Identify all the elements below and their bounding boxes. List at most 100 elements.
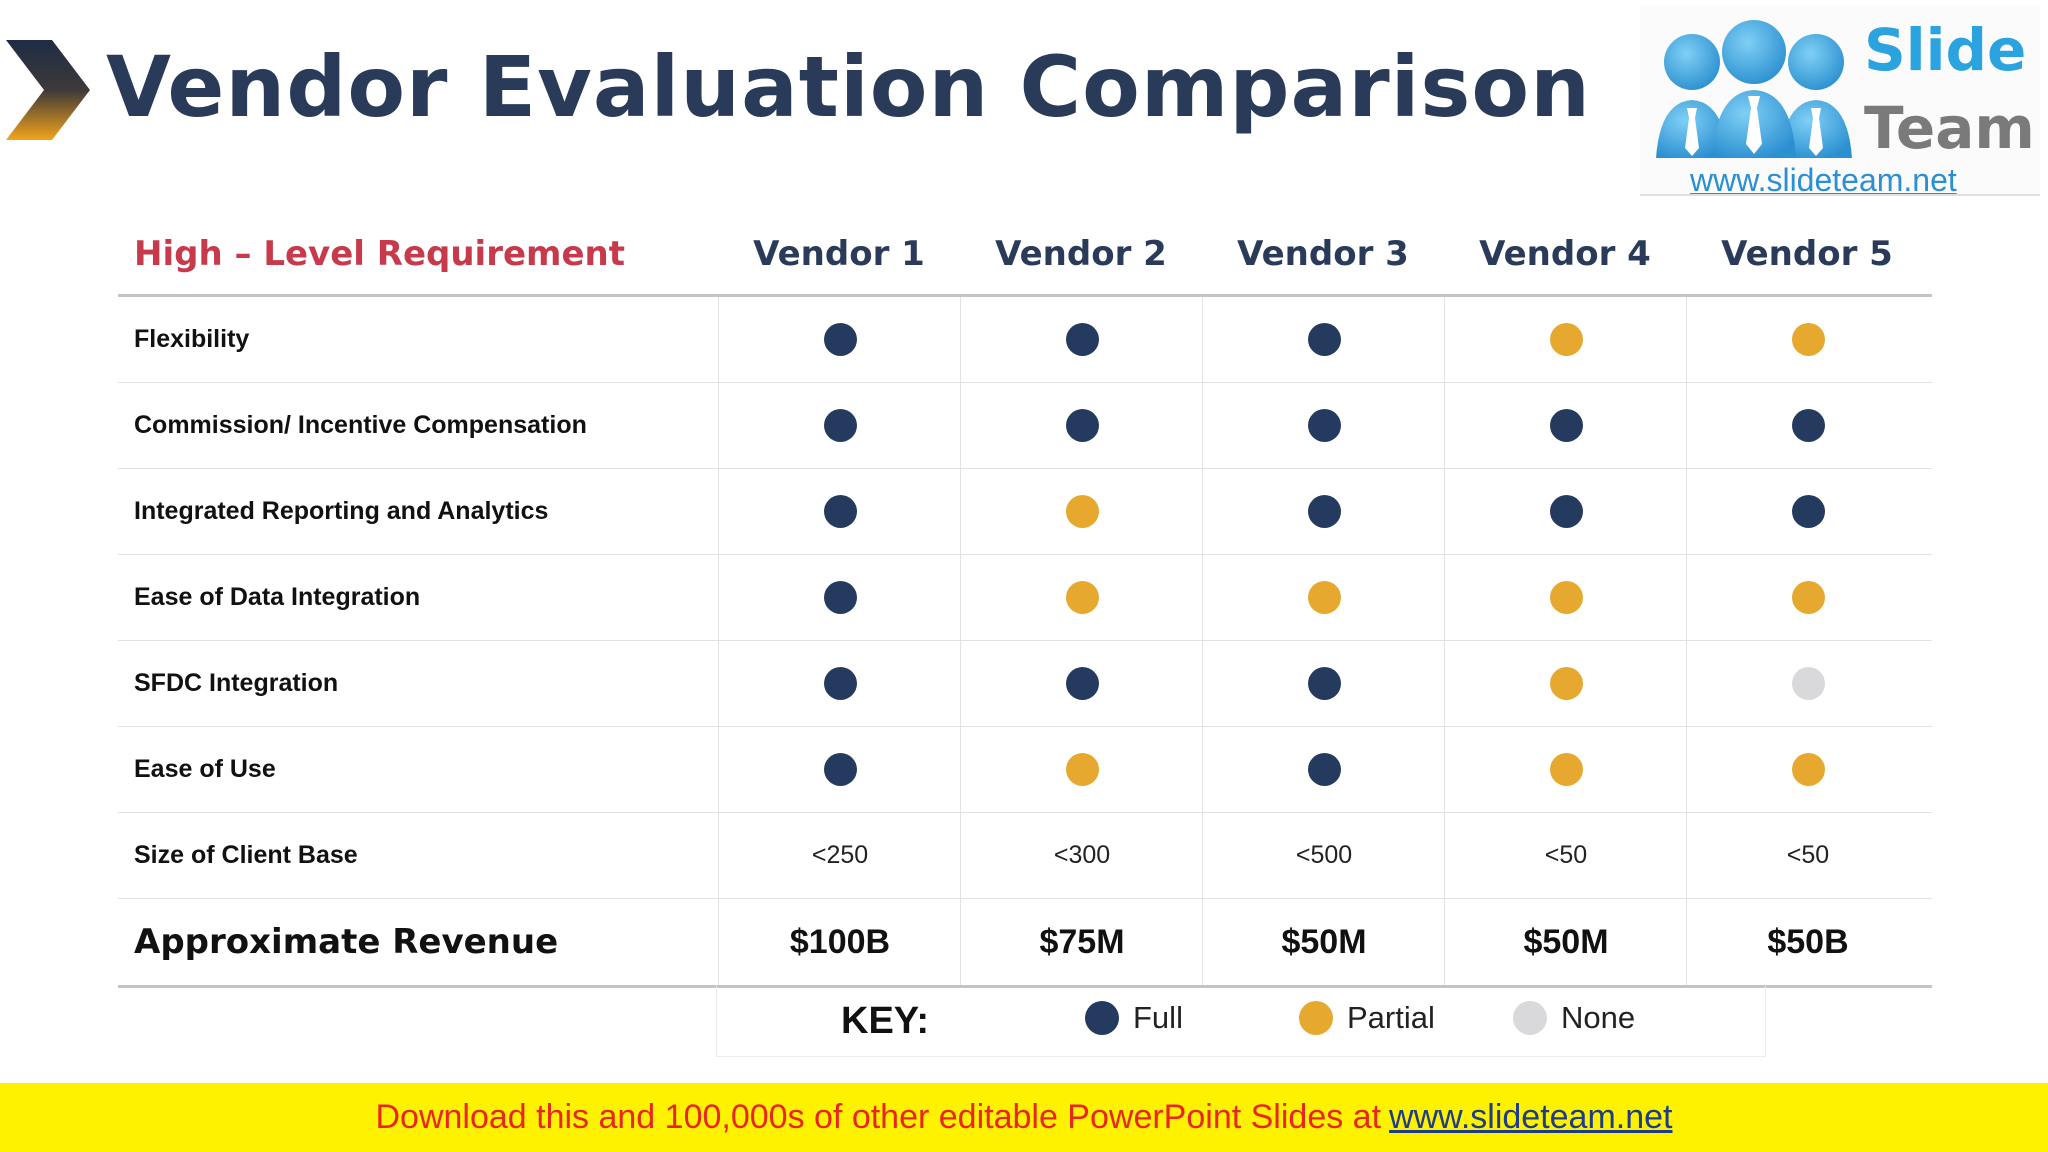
requirement-label: Size of Client Base (134, 841, 358, 869)
cell-value: <500 (1295, 841, 1353, 869)
partial-rating-dot-icon (1791, 753, 1825, 786)
table-cell (1444, 469, 1687, 554)
chevron-arrow-icon (6, 40, 90, 140)
table-cell (718, 297, 961, 382)
partial-rating-dot-icon (1549, 581, 1583, 614)
full-rating-dot-icon (823, 323, 857, 356)
table-cell (1686, 641, 1929, 726)
partial-rating-dot-icon (1065, 495, 1099, 528)
legend-key: KEY: Full Partial None (716, 986, 1766, 1057)
table-cell: <250 (718, 813, 961, 898)
table-cell: <50 (1686, 813, 1929, 898)
table-row: Commission/ Incentive Compensation (118, 383, 1932, 469)
table-cell: <500 (1202, 813, 1445, 898)
full-rating-dot-icon (1065, 409, 1099, 442)
table-row: Ease of Use (118, 727, 1932, 813)
full-rating-dot-icon (1549, 495, 1583, 528)
table-cell (718, 727, 961, 812)
page-title: Vendor Evaluation Comparison (106, 38, 1591, 136)
table-cell (1686, 469, 1929, 554)
full-rating-dot-icon (823, 581, 857, 614)
key-item-full: Full (1085, 1000, 1183, 1036)
table-header-row: High – Level Requirement Vendor 1 Vendor … (118, 220, 1932, 297)
requirement-label: SFDC Integration (134, 669, 339, 697)
full-rating-dot-icon (823, 409, 857, 442)
table-cell (1444, 641, 1687, 726)
cell-value: <250 (811, 841, 869, 869)
full-rating-dot-icon (823, 753, 857, 786)
requirement-label: Ease of Data Integration (134, 583, 421, 611)
partial-rating-dot-icon (1307, 581, 1341, 614)
key-none-label: None (1561, 1000, 1636, 1035)
full-rating-dot-icon (1791, 409, 1825, 442)
table-cell (960, 383, 1203, 468)
full-rating-dot-icon (1791, 495, 1825, 528)
table-cell (1202, 383, 1445, 468)
banner-link[interactable]: www.slideteam.net (1389, 1098, 1673, 1136)
requirement-label: Commission/ Incentive Compensation (134, 411, 587, 439)
requirement-label: Ease of Use (134, 755, 276, 783)
table-cell (1444, 297, 1687, 382)
banner-text: Download this and 100,000s of other edit… (375, 1098, 1382, 1136)
logo-url-link[interactable]: www.slideteam.net (1690, 162, 1957, 198)
table-cell (960, 641, 1203, 726)
table-cell (1202, 297, 1445, 382)
table-cell (1686, 297, 1929, 382)
table-cell (1202, 641, 1445, 726)
full-rating-dot-icon (1307, 667, 1341, 700)
full-rating-dot-icon (1549, 409, 1583, 442)
table-cell: $75M (960, 899, 1203, 985)
table-cell: $100B (718, 899, 961, 985)
download-banner: Download this and 100,000s of other edit… (0, 1083, 2048, 1152)
full-rating-dot-icon (823, 667, 857, 700)
full-rating-dot-icon (1307, 495, 1341, 528)
cell-value: <50 (1786, 841, 1830, 869)
full-rating-dot-icon (1307, 323, 1341, 356)
table-row: Flexibility (118, 297, 1932, 383)
slideteam-logo[interactable]: Slide Team www.slideteam.net (1640, 6, 2040, 198)
cell-value: $50M (1281, 922, 1367, 961)
vendor-column-header: Vendor 3 (1237, 234, 1409, 274)
cell-value: $50M (1523, 922, 1609, 961)
table-cell (1202, 727, 1445, 812)
table-row: Integrated Reporting and Analytics (118, 469, 1932, 555)
full-rating-dot-icon (1065, 667, 1099, 700)
key-item-none: None (1513, 1000, 1635, 1036)
full-rating-dot-icon (823, 495, 857, 528)
people-icon (1656, 20, 1852, 158)
vendor-column-header: Vendor 5 (1721, 234, 1893, 274)
key-item-partial: Partial (1299, 1000, 1435, 1036)
partial-rating-dot-icon (1791, 323, 1825, 356)
table-cell: $50M (1202, 899, 1445, 985)
table-cell (960, 727, 1203, 812)
requirement-column-header: High – Level Requirement (134, 234, 625, 274)
table-cell (1444, 555, 1687, 640)
table-cell (718, 555, 961, 640)
none-rating-dot-icon (1791, 667, 1825, 700)
logo-divider (1640, 194, 2040, 196)
partial-rating-dot-icon (1549, 667, 1583, 700)
table-cell (960, 469, 1203, 554)
logo-word-slide: Slide (1864, 16, 2027, 84)
requirement-label: Integrated Reporting and Analytics (134, 497, 549, 525)
table-cell: $50B (1686, 899, 1929, 985)
table-cell (1444, 383, 1687, 468)
vendor-column-header: Vendor 1 (753, 234, 925, 274)
cell-value: $75M (1039, 922, 1125, 961)
table-cell (1202, 469, 1445, 554)
vendor-comparison-table: High – Level Requirement Vendor 1 Vendor … (118, 220, 1932, 988)
table-cell (1686, 727, 1929, 812)
table-cell (718, 383, 961, 468)
table-cell (1202, 555, 1445, 640)
cell-value: $50B (1767, 922, 1849, 961)
logo-word-team: Team (1864, 94, 2035, 162)
table-cell: <300 (960, 813, 1203, 898)
partial-rating-dot-icon (1549, 753, 1583, 786)
partial-rating-dot-icon (1549, 323, 1583, 356)
table-cell: $50M (1444, 899, 1687, 985)
partial-rating-dot-icon (1065, 581, 1099, 614)
full-rating-dot-icon (1307, 409, 1341, 442)
table-row: Ease of Data Integration (118, 555, 1932, 641)
requirement-label: Approximate Revenue (134, 922, 559, 962)
table-cell (718, 469, 961, 554)
